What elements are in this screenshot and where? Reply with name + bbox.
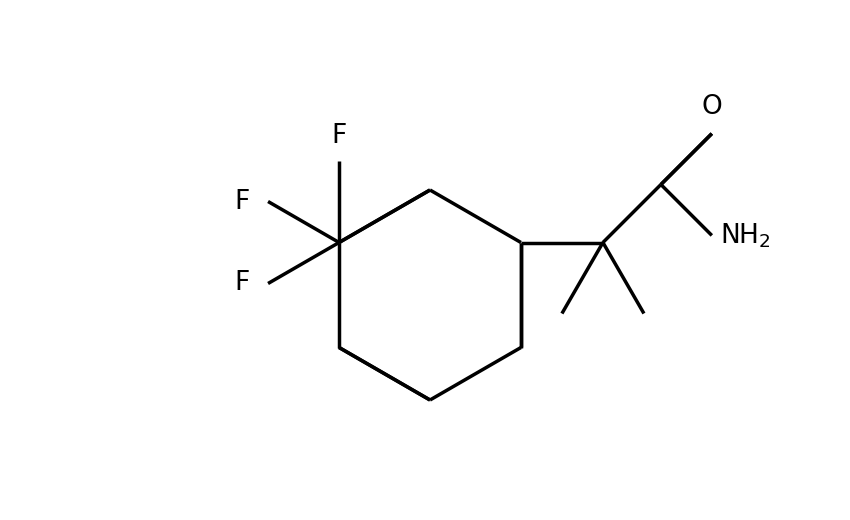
Text: F: F — [235, 189, 250, 215]
Text: F: F — [332, 123, 347, 149]
Text: F: F — [235, 270, 250, 296]
Text: NH$_2$: NH$_2$ — [720, 221, 771, 250]
Text: O: O — [701, 94, 722, 120]
